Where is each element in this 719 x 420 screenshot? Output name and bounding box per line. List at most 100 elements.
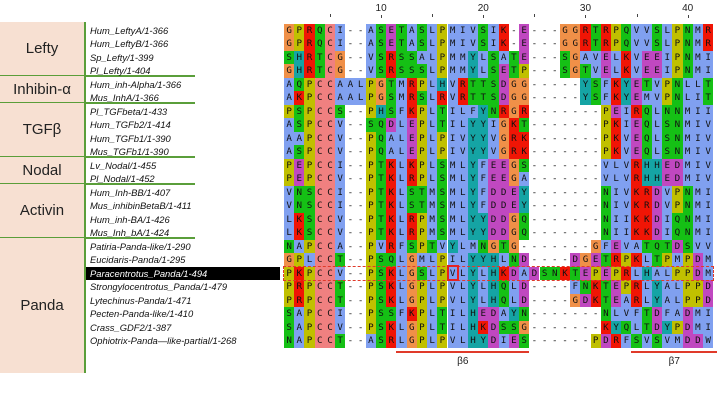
- residue: -: [347, 159, 354, 171]
- ruler-tick: [432, 14, 434, 17]
- residue: A: [335, 239, 346, 254]
- residue: V: [641, 37, 652, 51]
- residue: P: [365, 158, 376, 173]
- residue: R: [437, 91, 448, 105]
- residue: D: [488, 307, 499, 321]
- residue: L: [396, 334, 407, 348]
- residue: S: [662, 118, 673, 132]
- residue: P: [682, 266, 693, 281]
- residue: -: [592, 159, 599, 171]
- residue: T: [478, 77, 489, 92]
- residue: V: [621, 185, 632, 200]
- residue: E: [631, 145, 642, 159]
- residue: S: [416, 23, 428, 37]
- residue: Y: [467, 118, 479, 132]
- residue: I: [703, 320, 714, 335]
- residue: Y: [519, 199, 530, 213]
- residue: -: [552, 38, 558, 50]
- ruler-tick: [534, 14, 536, 17]
- sequence-name: Strongylocentrotus_Panda/1-479: [90, 281, 228, 293]
- residue: Y: [467, 293, 479, 308]
- residue: P: [365, 131, 376, 146]
- residue: P: [437, 64, 448, 78]
- residue: P: [672, 199, 683, 213]
- residue: A: [284, 77, 295, 92]
- residue: D: [580, 293, 591, 308]
- residue: E: [294, 158, 305, 173]
- residue: -: [592, 173, 599, 185]
- residue: T: [600, 293, 611, 308]
- residue: T: [508, 64, 520, 78]
- residue: L: [457, 320, 468, 335]
- residue: L: [651, 118, 663, 132]
- residue: -: [562, 78, 568, 90]
- residue: E: [498, 64, 509, 78]
- residue: -: [541, 227, 548, 239]
- residue: N: [672, 104, 683, 119]
- residue: E: [406, 131, 417, 146]
- residue: Y: [580, 77, 591, 92]
- ruler-number: 20: [477, 3, 489, 14]
- residue: E: [641, 64, 652, 78]
- residue: V: [651, 77, 663, 92]
- residue: S: [375, 37, 387, 51]
- residue: T: [335, 334, 346, 348]
- residue: T: [662, 239, 673, 254]
- residue: L: [662, 37, 673, 51]
- residue: K: [498, 23, 509, 37]
- residue: L: [396, 185, 407, 200]
- residue: M: [447, 199, 458, 213]
- residue: S: [437, 199, 448, 213]
- residue: -: [552, 213, 558, 225]
- residue: -: [552, 294, 558, 306]
- residue: I: [335, 37, 346, 51]
- residue: Y: [467, 172, 479, 186]
- residue: E: [600, 64, 611, 78]
- residue: S: [488, 64, 499, 78]
- residue: N: [672, 77, 683, 92]
- residue: K: [641, 226, 652, 240]
- residue: R: [631, 293, 642, 308]
- residue: T: [416, 185, 428, 200]
- residue: P: [365, 280, 376, 294]
- residue: D: [651, 212, 663, 227]
- residue: D: [488, 212, 499, 227]
- highlight-dashed-box: [283, 265, 715, 282]
- residue: S: [519, 334, 530, 348]
- residue: V: [631, 23, 642, 37]
- residue: P: [416, 145, 428, 159]
- residue: V: [600, 172, 611, 186]
- residue: S: [365, 118, 376, 132]
- residue: M: [447, 158, 458, 173]
- residue: M: [682, 158, 693, 173]
- residue: A: [519, 172, 530, 186]
- residue: G: [406, 320, 417, 335]
- residue: N: [519, 307, 530, 321]
- residue: L: [427, 172, 438, 186]
- residue: H: [488, 253, 499, 267]
- residue: L: [427, 23, 438, 37]
- residue: C: [324, 77, 336, 92]
- residue: -: [562, 294, 568, 306]
- residue: H: [641, 172, 652, 186]
- residue: M: [447, 226, 458, 240]
- residue: M: [447, 23, 458, 37]
- residue: L: [682, 91, 693, 105]
- residue: L: [651, 145, 663, 159]
- residue: T: [416, 199, 428, 213]
- residue: L: [427, 131, 438, 146]
- residue: -: [531, 308, 538, 320]
- residue: S: [437, 172, 448, 186]
- residue: S: [416, 266, 428, 281]
- residue: V: [457, 145, 468, 159]
- residue: S: [396, 50, 407, 65]
- residue: E: [600, 50, 611, 65]
- residue: N: [478, 239, 489, 254]
- family-bracket: [84, 156, 86, 184]
- residue: T: [375, 212, 387, 227]
- residue: L: [611, 158, 622, 173]
- residue: D: [529, 266, 540, 281]
- residue: G: [498, 118, 509, 132]
- residue: L: [396, 212, 407, 227]
- residue: P: [365, 172, 376, 186]
